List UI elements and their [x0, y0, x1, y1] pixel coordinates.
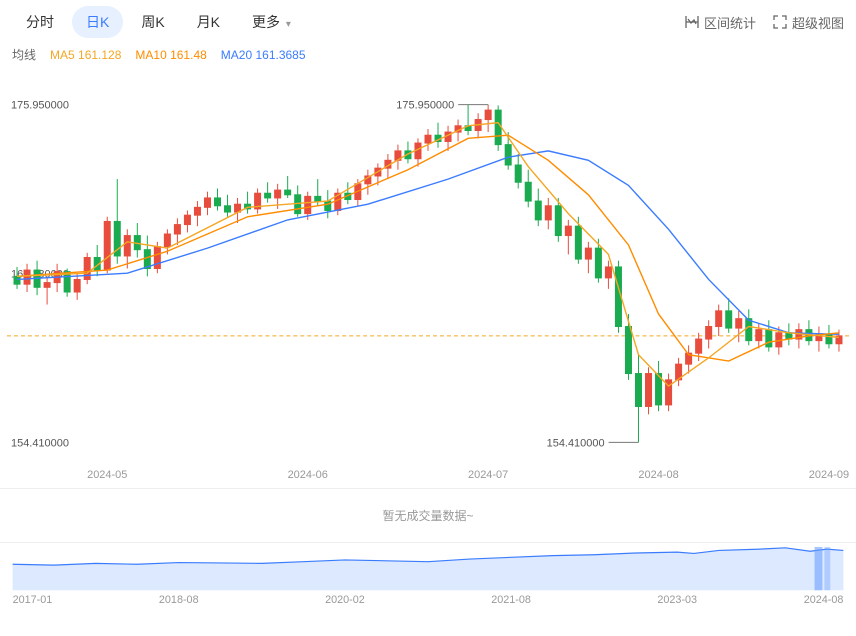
toolbar: 分时 日K 周K 月K 更多 ▾ 区间统计 超级视图 [0, 0, 856, 44]
svg-text:2024-09: 2024-09 [809, 469, 849, 481]
interval-stats-icon [684, 14, 700, 30]
volume-empty-message: 暂无成交量数据~ [0, 489, 856, 542]
tab-week-k[interactable]: 周K [127, 6, 178, 38]
tab-more-label: 更多 [252, 14, 280, 30]
tab-day-k[interactable]: 日K [72, 6, 123, 38]
overview-chart[interactable]: 2017-01 2018-08 2020-02 2021-08 2023-03 2024-… [0, 542, 856, 606]
svg-text:2024-08: 2024-08 [804, 594, 844, 606]
svg-text:2020-02: 2020-02 [325, 594, 365, 606]
ma-label: 均线 [12, 46, 36, 63]
ma10-value: MA10 161.48 [135, 48, 206, 62]
svg-text:2024-06: 2024-06 [288, 469, 328, 481]
svg-text:2021-08: 2021-08 [491, 594, 531, 606]
chevron-down-icon: ▾ [286, 19, 291, 30]
tab-fenshi[interactable]: 分时 [12, 6, 68, 38]
svg-text:2017-01: 2017-01 [13, 594, 53, 606]
period-tabs: 分时 日K 周K 月K 更多 ▾ [12, 6, 305, 38]
ma5-value: MA5 161.128 [50, 48, 121, 62]
svg-text:2018-08: 2018-08 [159, 594, 199, 606]
super-view-button[interactable]: 超级视图 [772, 13, 844, 32]
svg-text:154.410000: 154.410000 [11, 437, 69, 449]
svg-text:2023-03: 2023-03 [657, 594, 697, 606]
svg-text:175.950000: 175.950000 [396, 100, 454, 112]
svg-text:175.950000: 175.950000 [11, 100, 69, 112]
svg-text:2024-07: 2024-07 [468, 469, 508, 481]
interval-stats-label: 区间统计 [704, 13, 756, 32]
candlestick-chart[interactable]: 175.950000165.180000154.4100002024-05202… [0, 69, 856, 489]
right-tools: 区间统计 超级视图 [684, 13, 844, 32]
tab-month-k[interactable]: 月K [183, 6, 234, 38]
svg-text:154.410000: 154.410000 [547, 437, 605, 449]
ma-indicators: 均线 MA5 161.128 MA10 161.48 MA20 161.3685 [0, 44, 856, 69]
svg-text:2024-05: 2024-05 [87, 469, 127, 481]
expand-icon [772, 14, 788, 30]
svg-text:2024-08: 2024-08 [638, 469, 678, 481]
tab-more[interactable]: 更多 ▾ [238, 6, 305, 38]
ma20-value: MA20 161.3685 [221, 48, 306, 62]
interval-stats-button[interactable]: 区间统计 [684, 13, 756, 32]
super-view-label: 超级视图 [792, 13, 844, 32]
